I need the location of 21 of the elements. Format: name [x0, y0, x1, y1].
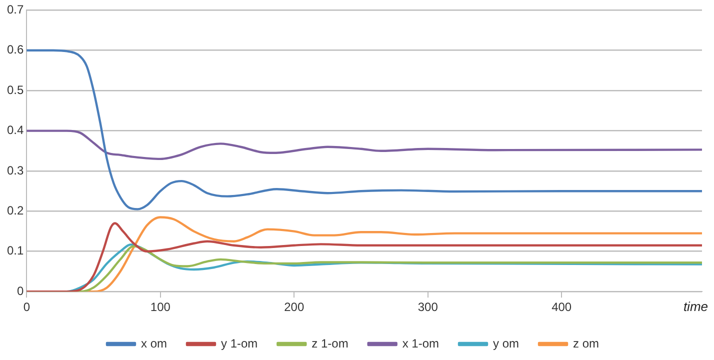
x-axis-title: time: [683, 299, 708, 314]
legend-label: x om: [140, 336, 167, 350]
legend-label: y 1-om: [220, 336, 258, 350]
y-tick-label: 0.2: [6, 204, 24, 218]
x-tick-label: 200: [284, 300, 304, 314]
x-tick-label: 100: [150, 300, 171, 314]
line-series: [26, 49, 702, 210]
y-tick-label: 0.7: [6, 2, 24, 17]
y-tick-label: 0.5: [6, 82, 24, 97]
line-series: [26, 130, 702, 160]
y-tick-label: 0.3: [6, 163, 24, 178]
y-tick-label: 0: [16, 284, 24, 298]
y-tick-label: 0.6: [6, 42, 24, 57]
legend-label: z om: [573, 336, 600, 350]
x-tick-label: 300: [418, 300, 438, 314]
y-tick-label: 0.1: [6, 244, 24, 258]
x-tick-label: 400: [552, 300, 572, 314]
legend-label: x 1-om: [402, 336, 440, 350]
legend-label: y om: [493, 336, 520, 350]
legend-label: z 1-om: [312, 336, 348, 350]
y-tick-label: 0.4: [6, 123, 24, 138]
